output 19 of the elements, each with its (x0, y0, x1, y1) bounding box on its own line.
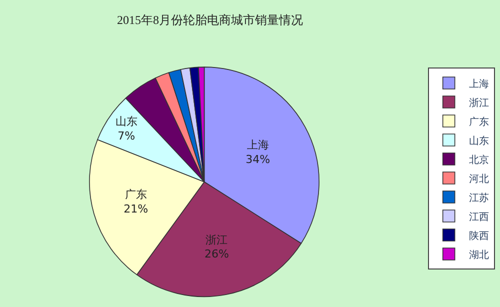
legend-label: 北京 (468, 154, 489, 166)
legend-label: 陕西 (468, 230, 489, 242)
slice-label: 浙江 (206, 233, 228, 246)
legend-label: 广东 (468, 116, 489, 128)
slice-label: 广东 (124, 188, 147, 202)
data-label: 21% (124, 202, 148, 216)
data-label: 7% (118, 130, 136, 143)
legend-label: 浙江 (468, 96, 489, 109)
data-label: 26% (204, 248, 229, 261)
slice-label: 山东 (115, 115, 138, 128)
data-label: 34% (246, 153, 270, 166)
legend-label: 江苏 (468, 192, 489, 204)
chart-title: 2015年8月份轮胎电商城市销量情况 (117, 12, 303, 27)
legend-label: 山东 (468, 134, 489, 147)
slice-label: 上海 (246, 138, 269, 152)
legend-label: 湖北 (468, 248, 489, 261)
legend-label: 河北 (468, 172, 489, 185)
legend-label: 上海 (468, 78, 489, 90)
legend-label: 江西 (468, 210, 489, 223)
